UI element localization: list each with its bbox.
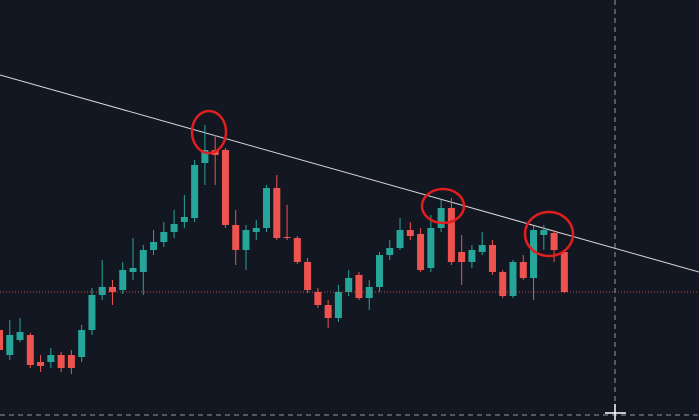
candle-body — [324, 305, 332, 318]
candle-body — [26, 335, 34, 365]
candle-body — [180, 217, 188, 222]
candle-body — [519, 262, 527, 278]
highlight-circle — [420, 187, 466, 225]
cursor — [605, 404, 626, 420]
candle-body — [468, 250, 476, 262]
candle-body — [560, 252, 568, 292]
candle-body — [530, 230, 538, 278]
candle-body — [406, 230, 414, 236]
candle-body — [119, 270, 127, 290]
candle-body — [550, 233, 558, 250]
trend-line — [0, 74, 699, 273]
candle-body — [37, 362, 45, 366]
candle-body — [252, 228, 260, 232]
candle-body — [170, 224, 178, 232]
candle-body — [396, 230, 404, 248]
candle-body — [232, 225, 240, 250]
candle-body — [191, 165, 199, 218]
candle-body — [386, 248, 394, 255]
candle-body — [6, 335, 14, 355]
candle-body — [16, 332, 24, 340]
candle-body — [78, 330, 86, 357]
candle-body — [263, 188, 271, 228]
candle-body — [509, 262, 517, 296]
candle-body — [540, 230, 548, 235]
candle-body — [139, 250, 147, 272]
candle-body — [437, 208, 445, 228]
candle-body — [304, 262, 312, 290]
candle-body — [150, 242, 158, 250]
candle-body — [108, 287, 116, 292]
candle-body — [375, 255, 383, 287]
candle-body — [345, 278, 353, 292]
candle-body — [129, 268, 137, 272]
candle-body — [355, 275, 363, 298]
candle-body — [0, 330, 3, 350]
candle-body — [447, 208, 455, 262]
highlight-circle — [523, 210, 575, 258]
candle-body — [160, 232, 168, 242]
candle-body — [283, 237, 291, 238]
candle-body — [478, 245, 486, 252]
candle-body — [488, 245, 496, 272]
candle-body — [334, 292, 342, 318]
highlight-circle — [190, 109, 228, 155]
candle-body — [314, 292, 322, 305]
candles — [0, 125, 699, 374]
candle-body — [499, 272, 507, 296]
candle-body — [242, 230, 250, 250]
candle-body — [57, 355, 65, 368]
candle-body — [427, 228, 435, 268]
candle-body — [293, 238, 301, 262]
candle-body — [47, 355, 55, 362]
candle-body — [458, 252, 466, 262]
candle-body — [67, 355, 75, 368]
candle-body — [273, 188, 281, 238]
candle-body — [88, 295, 96, 330]
candle-body — [98, 287, 106, 295]
candle-body — [201, 150, 209, 163]
candle-body — [417, 234, 425, 270]
candle-body — [221, 150, 229, 225]
